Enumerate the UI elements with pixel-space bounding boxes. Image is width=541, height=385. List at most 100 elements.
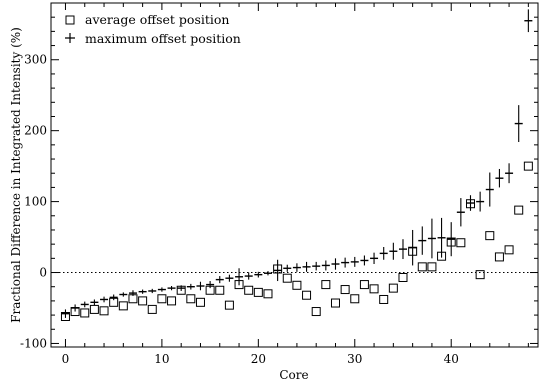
average-offset-point [504, 245, 514, 255]
maximum-offset-point [177, 285, 186, 291]
legend-box [58, 10, 236, 49]
maximum-offset-point [109, 294, 118, 301]
average-offset-point [253, 287, 263, 297]
axis-ticks [51, 3, 538, 347]
maximum-offset-point [398, 239, 407, 260]
average-offset-point [359, 280, 369, 290]
average-offset-point [523, 161, 533, 171]
average-offset-point [99, 306, 109, 316]
maximum-offset-point [350, 256, 359, 267]
maximum-offset-point [360, 255, 369, 266]
x-tick-label: 40 [444, 352, 459, 366]
average-offset-point [128, 294, 138, 304]
maximum-offset-point [225, 274, 234, 282]
maximum-offset-point [476, 191, 485, 212]
x-tick-labels: 0 10 20 30 40 [62, 352, 459, 366]
y-tick-labels: -100 0 100 200 300 [20, 53, 47, 351]
legend-label-maximum: maximum offset position [85, 31, 241, 46]
maximum-offset-point [408, 229, 417, 266]
average-offset-point [147, 304, 157, 314]
average-offset-point [302, 290, 312, 300]
y-axis-title: Fractional Difference in Integrated Inte… [9, 27, 23, 323]
plot-frame [50, 2, 539, 348]
maximum-offset-point [206, 281, 215, 289]
maximum-offset-point [157, 287, 166, 292]
average-offset-point [157, 294, 167, 304]
average-offset-point [311, 307, 321, 317]
maximum-offset-point [427, 218, 436, 259]
maximum-offset-point [80, 301, 89, 308]
average-offset-point [379, 294, 389, 304]
legend-marker-maximum [65, 33, 75, 43]
maximum-offset-point [196, 281, 205, 291]
y-tick-label: 0 [39, 266, 47, 280]
maximum-offset-point [71, 304, 80, 312]
maximum-offset-point [292, 263, 301, 272]
average-offset-point [388, 283, 398, 293]
legend: average offset position maximum offset p… [58, 10, 241, 49]
maximum-offset-point [495, 168, 504, 188]
average-offset-point [350, 294, 360, 304]
maximum-offset-point [119, 292, 128, 297]
maximum-offset-point [148, 288, 157, 294]
maximum-offset-point [273, 259, 282, 282]
maximum-offset-point [283, 264, 292, 272]
maximum-offset-point [263, 271, 272, 276]
legend-label-average: average offset position [85, 12, 229, 27]
series-average-offset [60, 161, 533, 322]
maximum-offset-point [215, 276, 224, 284]
maximum-offset-point [485, 172, 494, 207]
average-offset-point [494, 252, 504, 262]
maximum-offset-point [466, 195, 475, 211]
average-offset-point [215, 285, 225, 295]
maximum-offset-point [254, 271, 263, 278]
average-offset-point [485, 231, 495, 241]
maximum-offset-point [128, 290, 137, 296]
series-maximum-offset [61, 9, 533, 318]
x-tick-label: 10 [154, 352, 169, 366]
average-offset-point [167, 296, 177, 306]
maximum-offset-point [389, 242, 398, 260]
average-offset-point [417, 262, 427, 272]
average-offset-point [118, 301, 128, 311]
maximum-offset-point [302, 261, 311, 272]
maximum-offset-point [235, 268, 244, 286]
y-tick-label: -100 [20, 336, 47, 350]
maximum-offset-point [524, 9, 533, 33]
y-tick-label: 200 [24, 124, 47, 138]
x-tick-label: 0 [62, 352, 70, 366]
average-offset-point [514, 205, 524, 215]
average-offset-point [330, 298, 340, 308]
average-offset-point [138, 296, 148, 306]
legend-marker-average [65, 15, 75, 25]
maximum-offset-point [61, 309, 70, 318]
average-offset-point [224, 300, 234, 310]
average-offset-point [195, 297, 205, 307]
maximum-offset-point [186, 283, 195, 290]
maximum-offset-point [321, 260, 330, 271]
maximum-offset-point [100, 296, 109, 303]
average-offset-point [456, 238, 466, 248]
maximum-offset-point [418, 226, 427, 255]
y-tick-label: 100 [24, 195, 47, 209]
maximum-offset-point [505, 163, 514, 184]
average-offset-point [89, 304, 99, 314]
average-offset-point [475, 270, 485, 280]
maximum-offset-point [437, 217, 446, 258]
maximum-offset-point [370, 252, 379, 265]
x-tick-label: 30 [347, 352, 362, 366]
x-axis-title: Core [279, 368, 308, 382]
maximum-offset-point [312, 261, 321, 271]
average-offset-point [292, 280, 302, 290]
average-offset-point [398, 272, 408, 282]
maximum-offset-point [514, 105, 523, 143]
maximum-offset-point [90, 299, 99, 306]
y-tick-label: 300 [24, 53, 47, 67]
maximum-offset-point [456, 198, 465, 227]
average-offset-point [80, 308, 90, 318]
average-offset-point [263, 289, 273, 299]
maximum-offset-point [331, 258, 340, 270]
average-offset-point [321, 280, 331, 290]
